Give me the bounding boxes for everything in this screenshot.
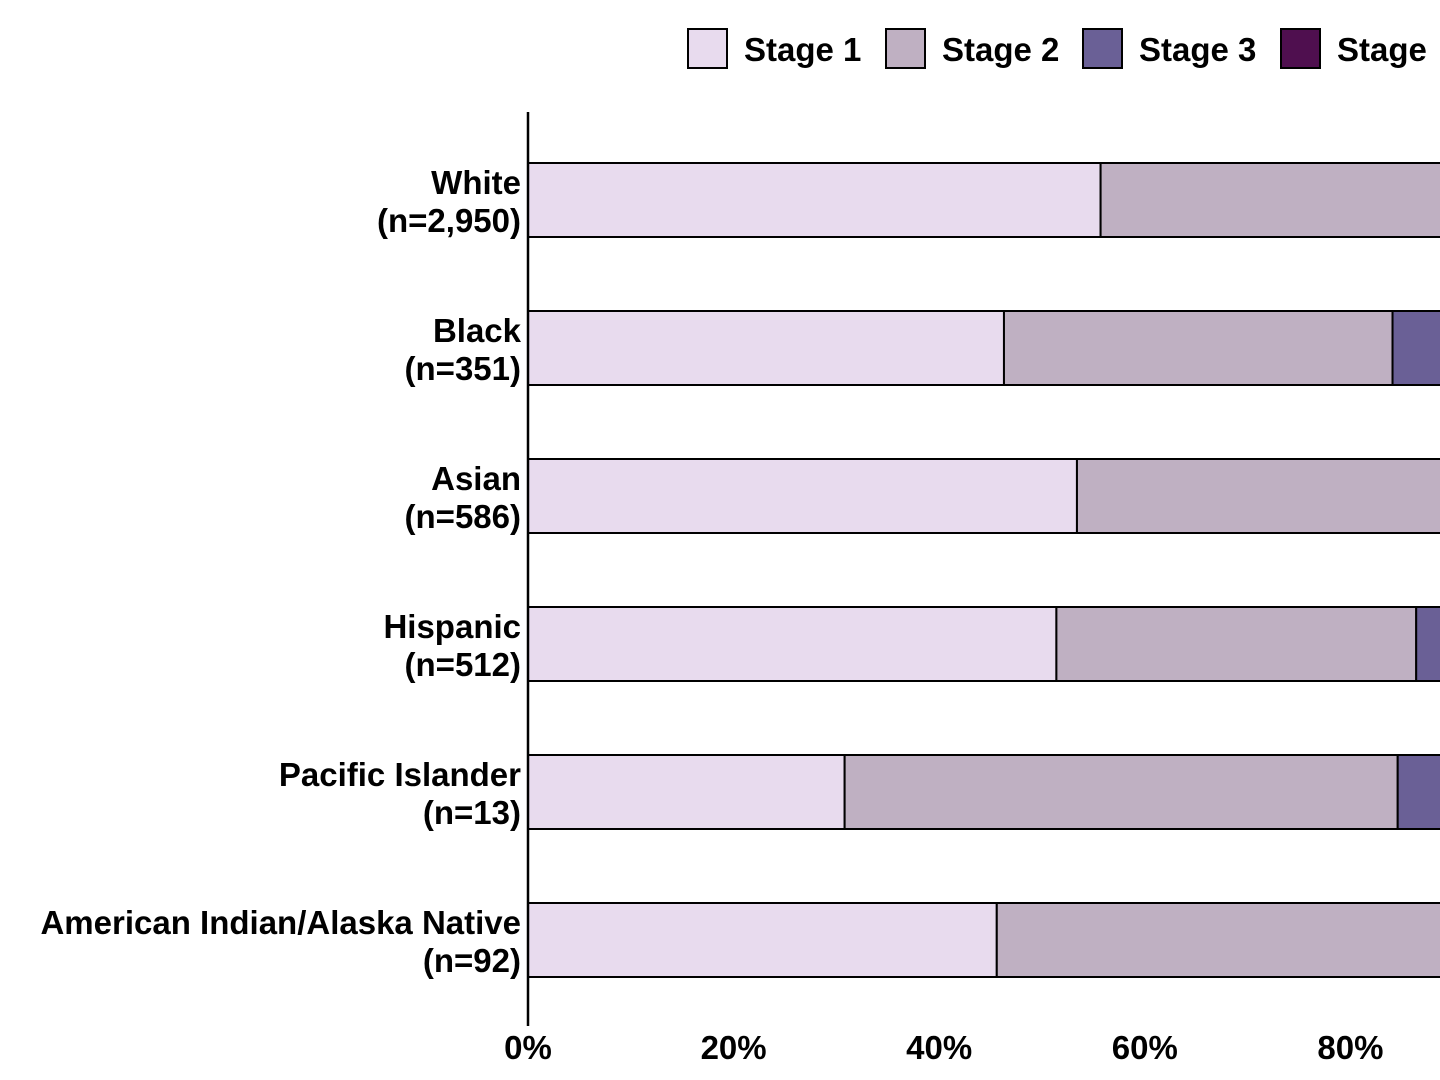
bar-hispanic-stage-3 bbox=[1415, 606, 1440, 682]
x-tick-label-80: 80% bbox=[1317, 1029, 1383, 1066]
bar-pacific-islander-stage-1 bbox=[527, 754, 846, 830]
chart-legend: Stage 1 Stage 2 Stage 3 Stage bbox=[687, 28, 1427, 69]
bar-hispanic-stage-1 bbox=[527, 606, 1058, 682]
category-count-pacific-islander: (n=13) bbox=[423, 794, 521, 831]
bar-hispanic-stage-2 bbox=[1055, 606, 1418, 682]
bar-white-stage-2 bbox=[1099, 162, 1440, 238]
legend-swatch-stage-1 bbox=[687, 28, 728, 69]
category-count-hispanic: (n=512) bbox=[405, 646, 521, 683]
legend-swatch-stage-2 bbox=[885, 28, 926, 69]
category-count-black: (n=351) bbox=[405, 350, 521, 387]
category-count-asian: (n=586) bbox=[405, 498, 521, 535]
bar-asian-stage-1 bbox=[527, 458, 1078, 534]
category-label-white: White bbox=[431, 164, 521, 201]
bar-white-stage-1 bbox=[527, 162, 1102, 238]
bar-black-stage-1 bbox=[527, 310, 1005, 386]
legend-swatch-stage bbox=[1280, 28, 1321, 69]
x-tick-label-0: 0% bbox=[504, 1029, 552, 1066]
legend-swatch-stage-3 bbox=[1082, 28, 1123, 69]
bar-black-stage-2 bbox=[1002, 310, 1394, 386]
category-label-hispanic: Hispanic bbox=[383, 608, 521, 645]
bar-area bbox=[527, 162, 1440, 978]
bar-asian-stage-2 bbox=[1075, 458, 1440, 534]
bar-pacific-islander-stage-2 bbox=[843, 754, 1399, 830]
category-label-pacific-islander: Pacific Islander bbox=[279, 756, 521, 793]
bar-american-indian-alaska-native-stage-1 bbox=[527, 902, 998, 978]
legend-label-stage-3: Stage 3 bbox=[1139, 31, 1256, 68]
category-label-american-indian-alaska-native: American Indian/Alaska Native bbox=[40, 904, 521, 941]
category-label-asian: Asian bbox=[431, 460, 521, 497]
x-tick-label-60: 60% bbox=[1112, 1029, 1178, 1066]
x-tick-label-40: 40% bbox=[906, 1029, 972, 1066]
legend-label-stage-1: Stage 1 bbox=[744, 31, 861, 68]
category-labels: White(n=2,950) Black(n=351) Asian(n=586) Hi… bbox=[40, 164, 521, 979]
category-label-black: Black bbox=[433, 312, 522, 349]
legend-label-stage: Stage bbox=[1337, 31, 1427, 68]
bar-pacific-islander-stage-3 bbox=[1396, 754, 1440, 830]
category-count-white: (n=2,950) bbox=[377, 202, 521, 239]
x-axis-tick-labels: 0% 20% 40% 60% 80% bbox=[504, 1029, 1383, 1066]
category-count-american-indian-alaska-native: (n=92) bbox=[423, 942, 521, 979]
bar-american-indian-alaska-native-stage-2 bbox=[995, 902, 1440, 978]
legend-label-stage-2: Stage 2 bbox=[942, 31, 1059, 68]
x-tick-label-20: 20% bbox=[701, 1029, 767, 1066]
bar-black-stage-3 bbox=[1391, 310, 1440, 386]
